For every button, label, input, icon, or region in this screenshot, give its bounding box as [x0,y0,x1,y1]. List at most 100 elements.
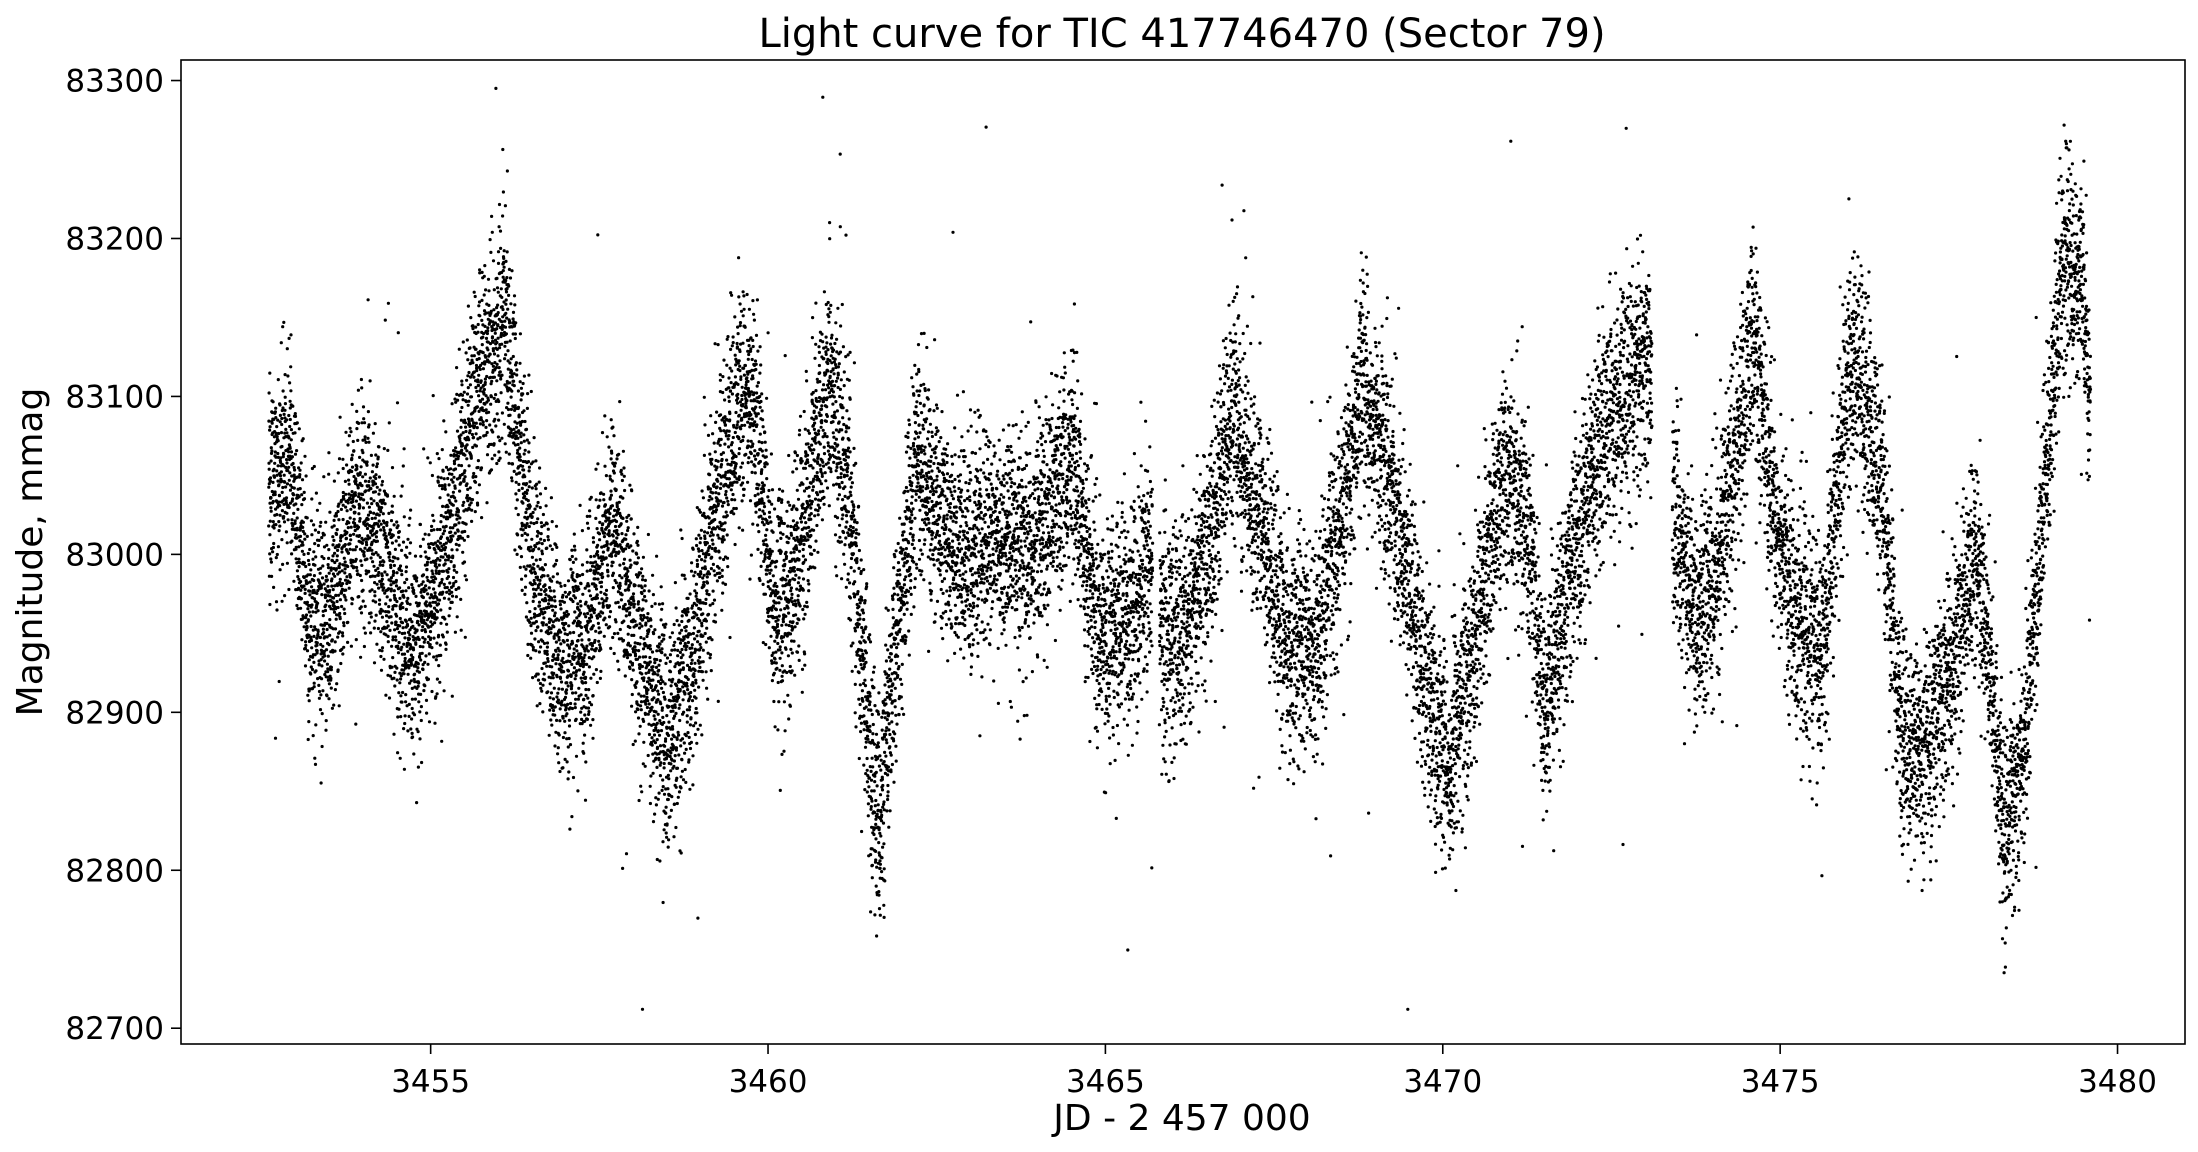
data-point [657,645,661,649]
data-point [488,238,492,242]
data-point [520,577,524,581]
data-point [282,452,286,456]
data-point [519,441,523,445]
data-point [346,443,350,447]
data-point [493,453,497,457]
data-point [602,492,606,496]
data-point [699,646,703,650]
data-point [275,513,279,517]
data-point [585,662,589,667]
data-point [675,619,679,623]
data-point [451,554,455,558]
data-point [657,791,661,795]
data-point [517,482,521,486]
data-point [622,466,626,470]
data-point [504,259,508,263]
data-point [654,710,658,714]
data-point [579,693,583,697]
data-point [625,519,629,523]
data-point [295,603,299,608]
data-point [402,652,407,656]
data-point [272,526,276,530]
data-point [524,567,528,571]
data-point [622,557,627,561]
data-point [359,611,364,615]
data-point [362,554,366,558]
data-point [693,661,697,665]
data-point [502,249,506,253]
data-point [721,535,725,539]
data-point [382,525,386,530]
data-point [281,325,285,329]
data-point [411,655,415,660]
data-point [557,687,561,691]
data-point [620,532,624,536]
data-point [610,504,615,508]
data-point [686,640,691,645]
data-point [303,454,307,458]
data-point [395,401,400,405]
data-point [539,532,543,536]
data-point [684,625,688,629]
data-point [581,572,585,577]
data-point [273,490,277,494]
data-point [304,640,308,644]
data-point [493,331,497,335]
data-point [669,751,673,755]
data-point [719,482,723,486]
data-point [686,677,690,682]
data-point [508,381,512,385]
data-point [714,549,718,553]
data-point [520,486,524,490]
data-point [370,540,374,545]
data-point [424,610,428,614]
data-point [406,672,410,676]
data-point [411,735,415,739]
data-point [525,491,529,495]
data-point [545,664,549,668]
data-point [350,602,354,606]
data-point [339,498,344,502]
data-point [377,475,381,479]
data-point [459,425,463,429]
data-point [267,482,271,486]
data-point [309,638,314,643]
data-point [466,304,470,308]
data-point [625,656,630,660]
data-point [360,386,364,390]
data-point [358,455,362,459]
data-point [563,731,567,735]
data-point [485,374,489,379]
data-point [539,629,543,633]
data-point [735,345,740,349]
data-point [589,703,594,707]
data-point [710,497,714,501]
data-point [339,507,343,511]
data-point [514,321,518,325]
data-point [580,563,585,567]
data-point [470,508,474,512]
data-point [726,565,730,569]
data-point [710,638,714,642]
data-point [312,685,316,689]
data-point [684,747,688,752]
data-point [467,438,471,442]
data-point [480,298,484,302]
data-point [484,336,489,340]
data-point [430,646,434,650]
data-point [591,736,595,740]
data-point [355,409,359,413]
data-point [280,408,284,413]
data-point [388,558,392,563]
data-point [679,668,683,672]
data-point [492,288,496,292]
data-point [292,579,296,583]
data-point [396,651,401,655]
data-point [465,482,469,486]
data-point [269,451,274,455]
data-point [550,547,554,552]
data-point [292,473,296,477]
data-point [335,528,339,532]
data-point [649,708,653,712]
data-point [536,625,540,629]
